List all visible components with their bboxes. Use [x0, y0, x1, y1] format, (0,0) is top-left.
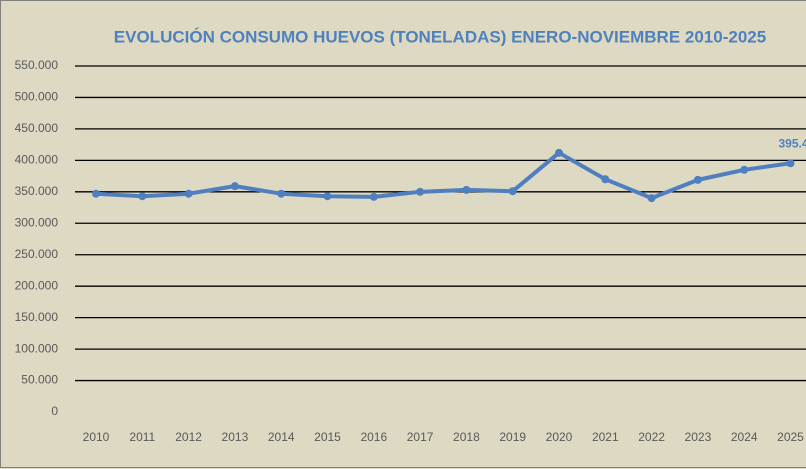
data-point — [786, 159, 795, 168]
data-point — [277, 189, 286, 198]
data-point — [230, 182, 239, 191]
x-tick-label: 2024 — [731, 430, 758, 444]
x-tick-label: 2016 — [360, 430, 387, 444]
y-tick-label: 250.000 — [15, 247, 59, 261]
y-tick-label: 500.000 — [15, 90, 59, 104]
y-tick-label: 300.000 — [15, 215, 59, 229]
data-point — [462, 185, 471, 194]
series-line — [95, 150, 791, 201]
data-point — [369, 192, 378, 201]
y-tick-label: 150.000 — [15, 310, 59, 324]
y-tick-label: 400.000 — [15, 153, 59, 167]
x-tick-label: 2023 — [685, 430, 712, 444]
y-tick-label: 100.000 — [15, 341, 59, 355]
data-point — [508, 187, 517, 196]
data-point — [138, 192, 147, 201]
x-tick-label: 2013 — [222, 430, 249, 444]
x-tick-label: 2020 — [546, 430, 573, 444]
y-tick-label: 350.000 — [15, 184, 59, 198]
data-point — [555, 148, 563, 157]
x-tick-label: 2017 — [407, 430, 434, 444]
x-tick-label: 2014 — [268, 430, 295, 444]
data-point — [92, 189, 100, 198]
x-tick-label: 2018 — [453, 430, 480, 444]
data-point — [323, 192, 332, 201]
data-point — [416, 187, 425, 196]
x-tick-label: 2025 — [777, 430, 804, 444]
y-tick-label: 450.000 — [15, 121, 59, 135]
y-tick-label: 200.000 — [15, 278, 59, 292]
x-tick-label: 2012 — [175, 430, 202, 444]
y-tick-label: 50.000 — [21, 373, 58, 387]
data-label: 395.400 — [779, 136, 806, 150]
x-tick-label: 2021 — [592, 430, 619, 444]
x-tick-label: 2019 — [499, 430, 526, 444]
data-point — [693, 175, 702, 184]
chart-title: EVOLUCIÓN CONSUMO HUEVOS (TONELADAS) ENE… — [114, 27, 766, 46]
y-tick-label: 0 — [51, 404, 58, 418]
data-point — [184, 189, 193, 198]
y-tick-label: 550.000 — [15, 58, 59, 72]
data-point — [601, 175, 610, 184]
x-tick-label: 2011 — [129, 430, 155, 444]
x-tick-label: 2015 — [314, 430, 341, 444]
data-point — [740, 165, 749, 174]
data-point — [647, 194, 656, 203]
x-tick-label: 2010 — [83, 430, 110, 444]
x-tick-label: 2022 — [638, 430, 665, 444]
